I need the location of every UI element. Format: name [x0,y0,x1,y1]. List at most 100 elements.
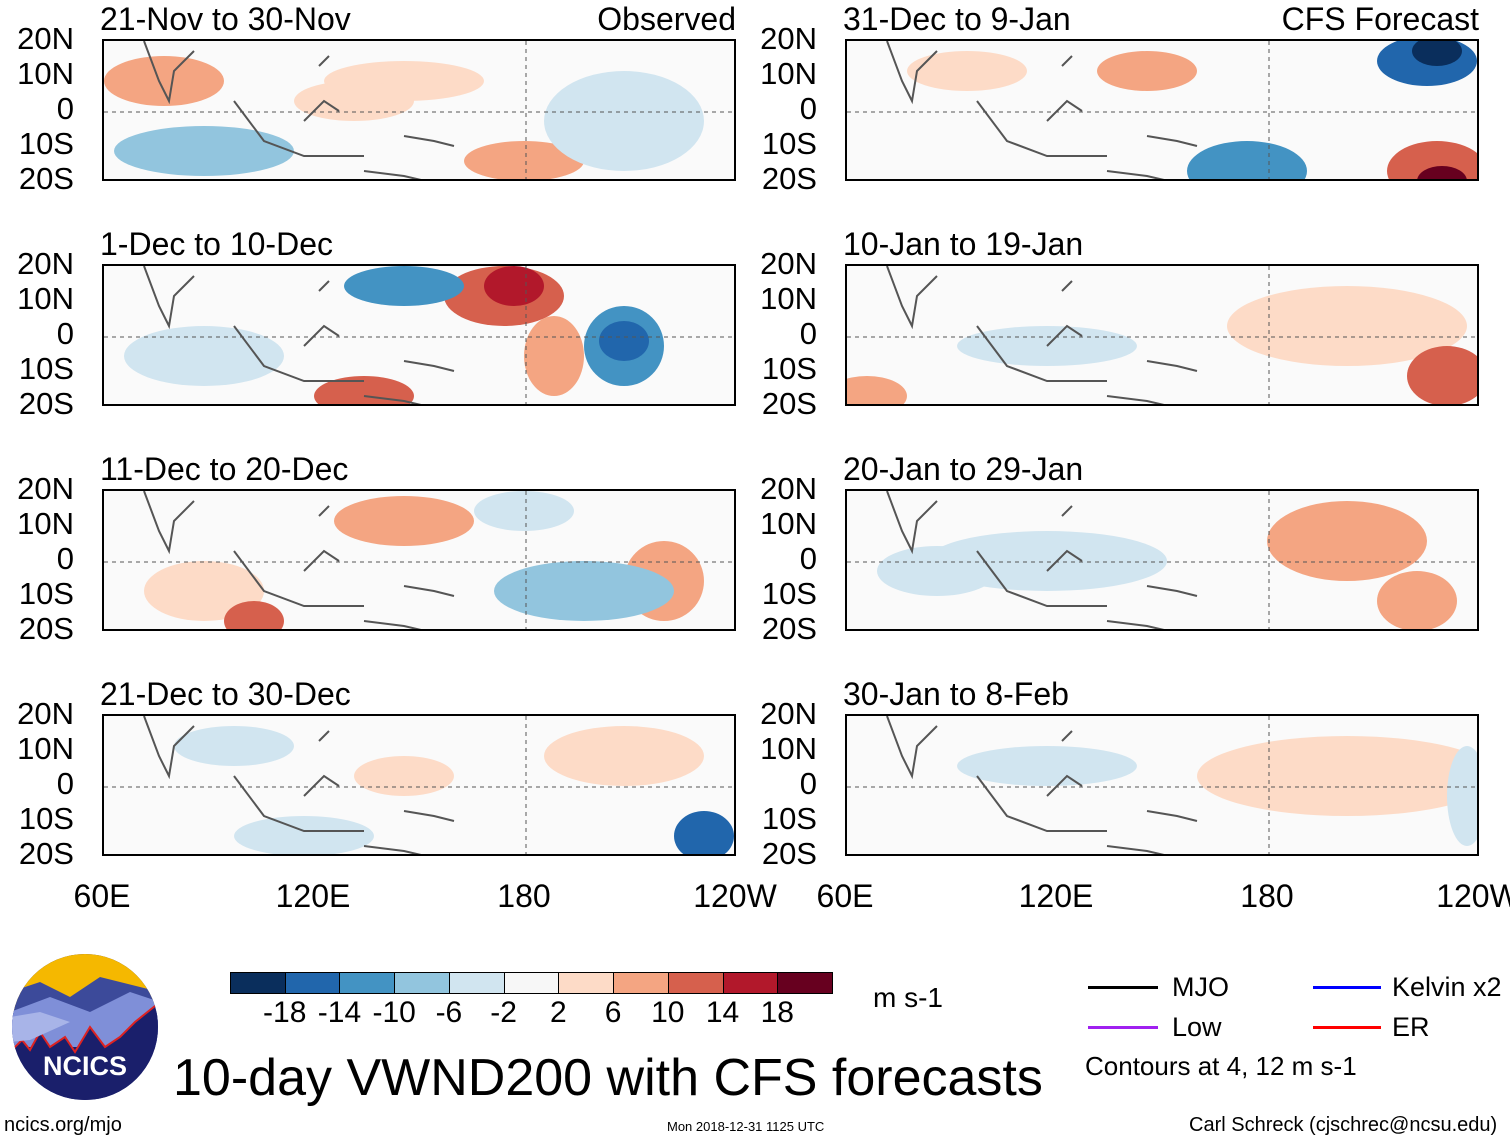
anomaly-shading [1407,346,1477,404]
lat-label: 20S [761,611,817,646]
coastline [143,716,455,854]
colorbar-label: -2 [490,996,517,1029]
anomaly-shading [334,496,474,546]
anomaly-shading [847,376,907,404]
lat-label: 20N [17,246,74,281]
legend-label-er: ER [1392,1012,1430,1042]
lat-label: 0 [799,766,817,801]
lat-label: 10N [17,281,74,316]
anomaly-shading [294,81,414,121]
lat-label: 10S [18,126,74,161]
anomaly-shading [224,601,284,629]
colorbar-swatch [777,972,833,994]
lat-label: 10N [760,281,817,316]
ncics-logo: NCICS [12,954,158,1100]
legend-swatch-mjo [1088,986,1158,989]
lon-label: 180 [497,878,551,914]
panel-title: 30-Jan to 8-Feb [843,676,1069,712]
anomaly-shading [907,51,1027,91]
lat-label: 0 [56,91,74,126]
legend-label-low: Low [1172,1012,1222,1042]
legend-swatch-kelvin [1313,986,1381,989]
coastline [886,266,1198,404]
panel-tag: CFS Forecast [1281,1,1479,37]
colorbar-swatch [394,972,450,994]
lat-label: 10S [761,801,817,836]
anomaly-shading [464,141,584,179]
panel-title: 20-Jan to 29-Jan [843,451,1084,487]
logo-text: NCICS [43,1051,127,1081]
lat-label: 0 [799,91,817,126]
lat-label: 20N [760,696,817,731]
anomaly-shading [344,266,464,306]
lat-label: 20N [17,696,74,731]
legend-label-kelvin: Kelvin x2 [1392,972,1502,1002]
anomaly-shading [314,376,414,404]
anomaly-shading [144,561,264,621]
anomaly-shading [234,816,374,854]
lat-label: 0 [56,766,74,801]
anomaly-shading [877,546,997,596]
lat-label: 20S [18,836,74,871]
anomaly-shading [544,726,704,786]
lat-label: 0 [799,541,817,576]
colorbar-label: 14 [705,996,740,1029]
anomaly-shading [104,56,224,106]
legend-label-mjo: MJO [1172,972,1229,1002]
lon-label: 60E [73,878,131,914]
colorbar-swatch [230,972,286,994]
lat-label: 10N [760,731,817,766]
colorbar-label: -10 [372,996,416,1029]
lat-label: 10S [761,576,817,611]
lat-label: 20N [17,21,74,56]
panel-title: 10-Jan to 19-Jan [843,226,1084,262]
colorbar-label: -6 [435,996,463,1029]
map-panel [845,264,1479,406]
colorbar-swatch [448,972,505,994]
anomaly-shading [484,266,544,306]
contour-note: Contours at 4, 12 m s-1 [1085,1051,1357,1081]
lat-label: 10N [17,731,74,766]
lat-label: 20S [18,161,74,196]
anomaly-shading [1197,736,1477,816]
lat-label: 20N [760,246,817,281]
lon-label: 60E [816,878,874,914]
anomaly-shading [174,726,294,766]
lon-label: 120W [693,878,777,914]
colorbar-label: 18 [760,996,794,1029]
lat-label: 0 [799,316,817,351]
panel-title: 31-Dec to 9-Jan [843,1,1071,37]
coastline [886,41,1198,179]
colorbar-label: -18 [263,996,307,1029]
lat-label: 10N [760,506,817,541]
lat-label: 20S [18,386,74,421]
anomaly-shading [1227,286,1467,366]
anomaly-shading [494,561,674,621]
colorbar-swatch [613,972,669,994]
anomaly-shading [524,316,584,396]
map-panel [845,39,1479,181]
anomaly-shading [1187,141,1307,179]
lon-label: 120E [275,878,351,914]
lat-label: 10S [18,801,74,836]
coastline [886,491,1198,629]
lat-label: 10S [18,576,74,611]
lat-label: 10N [760,56,817,91]
colorbar-label: 2 [550,996,567,1029]
figure-title: 10-day VWND200 with CFS forecasts [173,1049,1043,1107]
panel-title: 11-Dec to 20-Dec [100,451,349,487]
lat-label: 10N [17,56,74,91]
map-panel [845,714,1479,856]
lat-label: 10S [761,351,817,386]
panel-title: 21-Dec to 30-Dec [100,676,351,712]
colorbar-units: m s-1 [873,982,943,1013]
panel-title: 1-Dec to 10-Dec [100,226,333,262]
anomaly-shading [1097,51,1197,91]
anomaly-shading [124,326,284,386]
colorbar-label: 6 [604,996,622,1029]
colorbar-swatch [339,972,396,994]
footer-url[interactable]: ncics.org/mjo [4,1114,122,1136]
lat-label: 0 [56,541,74,576]
anomaly-shading [114,126,294,176]
anomaly-shading [354,756,454,796]
